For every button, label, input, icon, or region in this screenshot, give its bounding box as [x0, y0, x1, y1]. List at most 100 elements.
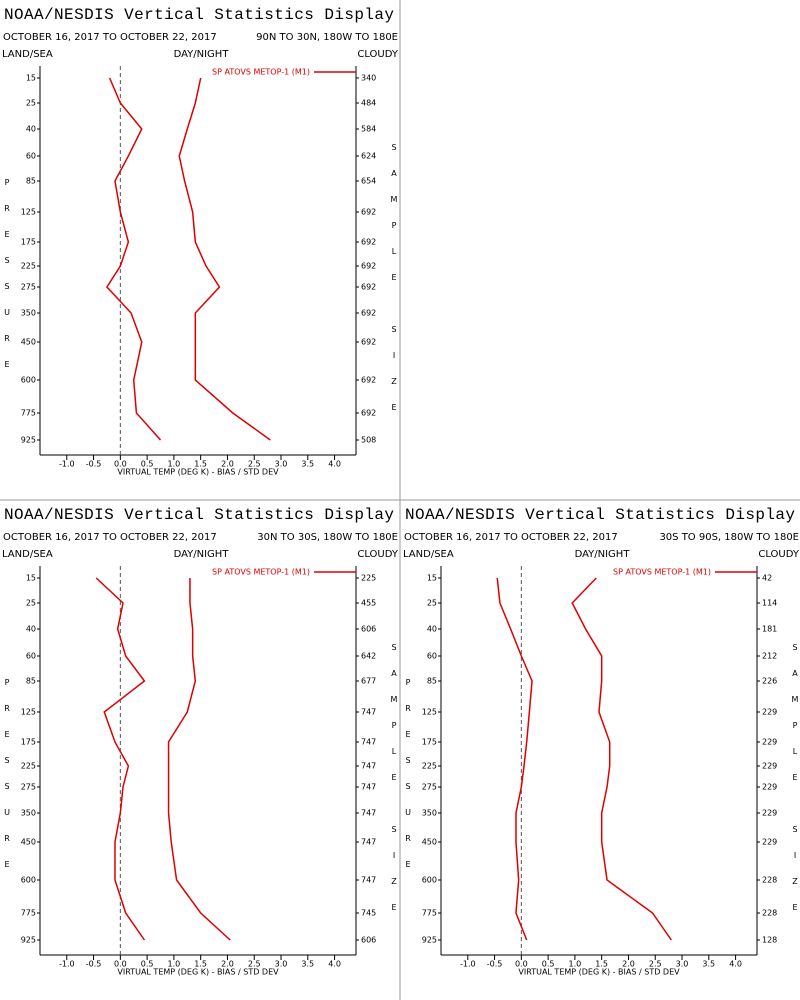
- sample-size: 642: [361, 652, 376, 661]
- sample-size: 484: [361, 99, 376, 108]
- y-tick-label: 925: [422, 936, 437, 945]
- x-tick-label: 0.0: [114, 460, 127, 469]
- y2-axis-label: SAMPLE SIZE: [390, 143, 399, 429]
- sample-size: 606: [361, 936, 376, 945]
- y-tick-label: 925: [21, 436, 36, 445]
- legend-label: SP ATOVS METOP-1 (M1): [613, 568, 711, 577]
- y-tick-label: 25: [427, 599, 437, 608]
- y-axis-label: PRESSURE: [404, 678, 413, 886]
- x-tick-label: 2.0: [622, 960, 635, 969]
- x-tick-label: 3.0: [676, 960, 689, 969]
- y-tick-label: 60: [26, 152, 36, 161]
- sample-size: 228: [762, 909, 777, 918]
- y-axis-label: PRESSURE: [3, 678, 12, 886]
- sample-size: 229: [762, 762, 777, 771]
- x-tick-label: 1.5: [194, 960, 207, 969]
- x-tick-label: 2.0: [221, 960, 234, 969]
- sample-size: 228: [762, 876, 777, 885]
- x-tick-label: 1.5: [194, 460, 207, 469]
- y2-axis-label: SAMPLE SIZE: [390, 643, 399, 929]
- y-tick-label: 125: [21, 208, 36, 217]
- sample-size: 226: [762, 677, 777, 686]
- y-tick-label: 85: [26, 177, 36, 186]
- y-tick-label: 40: [26, 125, 36, 134]
- y-tick-label: 15: [427, 574, 437, 583]
- sample-size: 747: [361, 708, 376, 717]
- sample-size: 606: [361, 625, 376, 634]
- panel-title: NOAA/NESDIS Vertical Statistics Display: [4, 506, 394, 524]
- x-tick-label: -1.0: [460, 960, 476, 969]
- profile-line: [106, 77, 162, 441]
- legend-label: SP ATOVS METOP-1 (M1): [212, 568, 310, 577]
- x-tick-label: 2.5: [248, 460, 261, 469]
- sample-size: 677: [361, 677, 376, 686]
- x-tick-label: 2.5: [248, 960, 261, 969]
- x-tick-label: 3.5: [301, 460, 314, 469]
- sample-size: 340: [361, 74, 376, 83]
- x-tick-label: 3.0: [275, 960, 288, 969]
- sample-size: 584: [361, 125, 376, 134]
- y-tick-label: 350: [21, 809, 36, 818]
- header-left: LAND/SEA: [2, 549, 53, 560]
- y-tick-label: 775: [422, 909, 437, 918]
- y-tick-label: 225: [21, 262, 36, 271]
- y-tick-label: 275: [422, 783, 437, 792]
- x-tick-label: 1.0: [168, 960, 181, 969]
- x-tick-label: 0.0: [114, 960, 127, 969]
- sample-size: 181: [762, 625, 777, 634]
- x-tick-label: 0.5: [141, 460, 154, 469]
- y-tick-label: 85: [26, 677, 36, 686]
- y-tick-label: 275: [21, 283, 36, 292]
- x-tick-label: -1.0: [59, 460, 75, 469]
- sample-size: 745: [361, 909, 376, 918]
- sample-size: 747: [361, 876, 376, 885]
- sample-size: 114: [762, 599, 777, 608]
- sample-size: 747: [361, 762, 376, 771]
- x-tick-label: -0.5: [487, 960, 503, 969]
- x-tick-label: 2.5: [649, 960, 662, 969]
- sample-size: 225: [361, 574, 376, 583]
- x-tick-label: 0.0: [515, 960, 528, 969]
- sample-size: 692: [361, 409, 376, 418]
- sample-size: 747: [361, 738, 376, 747]
- sample-size: 692: [361, 208, 376, 217]
- x-tick-label: -1.0: [59, 960, 75, 969]
- sample-size: 692: [361, 338, 376, 347]
- y-tick-label: 450: [21, 838, 36, 847]
- header-right: CLOUDY: [357, 49, 399, 60]
- sample-size: 42: [762, 574, 772, 583]
- y-tick-label: 85: [427, 677, 437, 686]
- y-tick-label: 175: [21, 238, 36, 247]
- sample-size: 455: [361, 599, 376, 608]
- y2-axis-label: SAMPLE SIZE: [791, 643, 800, 929]
- x-axis-label: VIRTUAL TEMP (DEG K) - BIAS / STD DEV: [117, 468, 279, 477]
- y-tick-label: 60: [427, 652, 437, 661]
- profile-line: [571, 577, 672, 941]
- x-tick-label: -0.5: [86, 460, 102, 469]
- y-tick-label: 600: [21, 376, 36, 385]
- sample-size: 229: [762, 738, 777, 747]
- header-left: LAND/SEA: [2, 49, 53, 60]
- region: 30N TO 30S, 180W TO 180E: [257, 532, 398, 543]
- subtitle: OCTOBER 16, 2017 TO OCTOBER 22, 2017: [3, 532, 217, 543]
- profile-line: [167, 578, 231, 941]
- x-axis-label: VIRTUAL TEMP (DEG K) - BIAS / STD DEV: [117, 968, 279, 977]
- profile-line: [95, 577, 146, 941]
- y-tick-label: 925: [21, 936, 36, 945]
- x-tick-label: 4.0: [328, 960, 341, 969]
- header-center: DAY/NIGHT: [174, 549, 230, 560]
- x-tick-label: 4.0: [729, 960, 742, 969]
- y-tick-label: 775: [21, 409, 36, 418]
- x-tick-label: 4.0: [328, 460, 341, 469]
- y-tick-label: 125: [21, 708, 36, 717]
- y-tick-label: 350: [21, 309, 36, 318]
- sample-size: 692: [361, 376, 376, 385]
- x-tick-label: 1.5: [595, 960, 608, 969]
- y-tick-label: 450: [21, 338, 36, 347]
- sample-size: 229: [762, 809, 777, 818]
- y-tick-label: 60: [26, 652, 36, 661]
- subtitle: OCTOBER 16, 2017 TO OCTOBER 22, 2017: [3, 32, 217, 43]
- sample-size: 692: [361, 309, 376, 318]
- sample-size: 747: [361, 838, 376, 847]
